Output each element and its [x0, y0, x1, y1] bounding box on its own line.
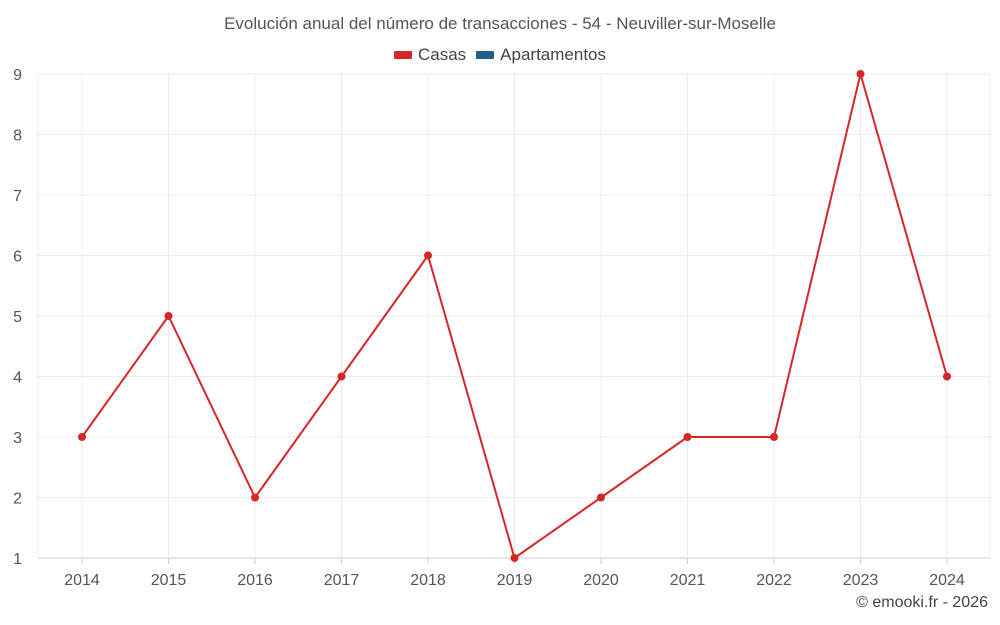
y-tick-label: 7 — [13, 188, 22, 205]
y-tick-label: 6 — [13, 249, 22, 266]
y-tick-label: 1 — [13, 551, 22, 568]
legend-item-apartamentos[interactable]: Apartamentos — [476, 45, 606, 65]
y-tick-label: 9 — [13, 67, 22, 84]
x-tick-label: 2014 — [64, 572, 100, 589]
y-tick-label: 4 — [13, 370, 22, 387]
data-point[interactable] — [770, 433, 778, 441]
legend-label-apartamentos: Apartamentos — [500, 45, 607, 64]
data-point[interactable] — [337, 372, 346, 381]
x-tick-label: 2016 — [237, 572, 273, 589]
data-point[interactable] — [251, 493, 259, 502]
data-point[interactable] — [510, 554, 519, 562]
x-tick-label: 2015 — [151, 572, 187, 589]
legend-swatch-casas — [393, 51, 412, 59]
x-tick-label: 2021 — [670, 572, 706, 589]
y-tick-label: 8 — [13, 128, 22, 145]
data-point[interactable] — [943, 372, 951, 381]
y-tick-label: 2 — [13, 491, 22, 508]
x-tick-label: 2019 — [497, 572, 533, 589]
x-tick-label: 2022 — [756, 572, 792, 589]
data-point[interactable] — [424, 251, 432, 260]
y-tick-label: 5 — [13, 309, 22, 326]
legend-swatch-apartamentos — [476, 51, 495, 59]
data-point[interactable] — [597, 493, 605, 502]
x-tick-label: 2017 — [324, 572, 360, 589]
x-tick-label: 2024 — [929, 572, 965, 589]
legend-label-casas: Casas — [417, 45, 467, 64]
x-tick-label: 2018 — [410, 572, 446, 589]
x-tick-label: 2023 — [843, 572, 879, 589]
data-point[interactable] — [856, 70, 865, 78]
y-tick-label: 3 — [13, 430, 22, 447]
copyright-credit: © emooki.fr - 2026 — [856, 594, 988, 611]
chart-legend: Casas Apartamentos — [0, 45, 1000, 65]
x-tick-label: 2020 — [583, 572, 619, 589]
chart-title: Evolución anual del número de transaccio… — [224, 14, 776, 33]
data-point[interactable] — [164, 312, 173, 320]
data-point[interactable] — [683, 433, 692, 441]
data-point[interactable] — [78, 433, 86, 441]
legend-item-casas[interactable]: Casas — [393, 45, 467, 65]
